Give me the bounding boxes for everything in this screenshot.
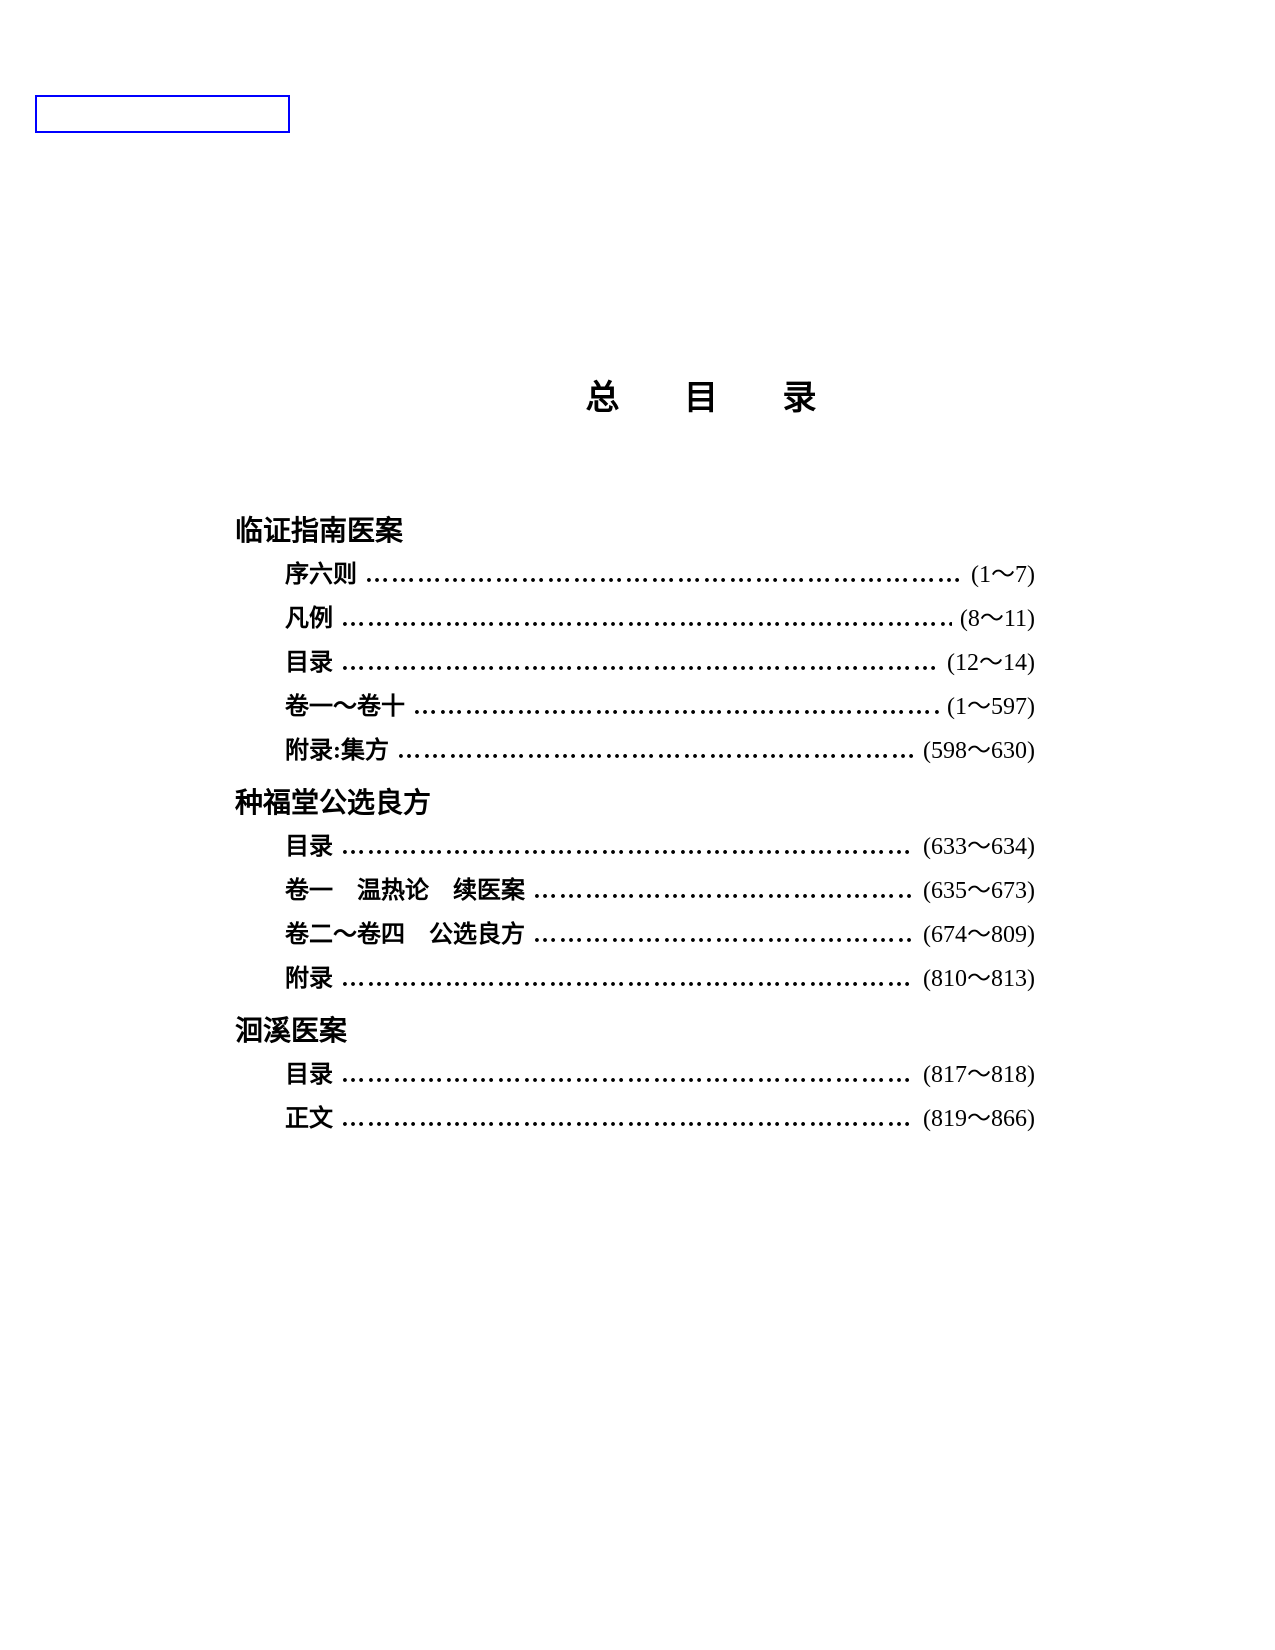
section-title: 种福堂公选良方: [235, 781, 1035, 821]
entry-dots: …………………………………………………………………………: [397, 733, 915, 769]
entry-label: 凡例: [285, 601, 333, 637]
section-title: 临证指南医案: [235, 509, 1035, 549]
toc-content: 总 目 录 临证指南医案 序六则 ………………………………………………………………: [235, 370, 1035, 1145]
entry-dots: …………………………………………………………………………: [341, 961, 915, 997]
entry-pages: (674～809): [923, 917, 1035, 953]
toc-entry: 目录 ………………………………………………………………………… (633～634…: [285, 829, 1035, 865]
toc-entry: 目录 ………………………………………………………………………… (817～818…: [285, 1057, 1035, 1093]
annotation-box: [35, 95, 290, 133]
entry-pages: (819～866): [923, 1101, 1035, 1137]
entry-dots: …………………………………………………………………………: [341, 1057, 915, 1093]
entry-dots: …………………………………………………………………………: [341, 645, 939, 681]
entry-dots: …………………………………………………………………………: [341, 829, 915, 865]
entry-label: 卷一～卷十: [285, 689, 405, 725]
section-3: 洄溪医案 目录 ………………………………………………………………………… (81…: [235, 1009, 1035, 1137]
toc-entry: 正文 ………………………………………………………………………… (819～866…: [285, 1101, 1035, 1137]
toc-entry: 序六则 ………………………………………………………………………… (1～7): [285, 557, 1035, 593]
toc-entry: 附录:集方 ………………………………………………………………………… (598～…: [285, 733, 1035, 769]
entry-pages: (817～818): [923, 1057, 1035, 1093]
entry-label: 正文: [285, 1101, 333, 1137]
section-1: 临证指南医案 序六则 ………………………………………………………………………… …: [235, 509, 1035, 769]
entry-dots: …………………………………………………………………………: [533, 917, 915, 953]
entry-label: 附录:集方: [285, 733, 389, 769]
toc-entry: 附录 ………………………………………………………………………… (810～813…: [285, 961, 1035, 997]
entry-dots: …………………………………………………………………………: [341, 601, 952, 637]
entry-pages: (598～630): [923, 733, 1035, 769]
entry-pages: (633～634): [923, 829, 1035, 865]
entry-pages: (635～673): [923, 873, 1035, 909]
toc-entry: 目录 ………………………………………………………………………… (12～14): [285, 645, 1035, 681]
toc-entry: 卷一 温热论 续医案 ………………………………………………………………………… …: [285, 873, 1035, 909]
entry-label: 目录: [285, 1057, 333, 1093]
entry-pages: (1～7): [971, 557, 1035, 593]
entry-label: 卷一 温热论 续医案: [285, 873, 525, 909]
entry-label: 卷二～卷四 公选良方: [285, 917, 525, 953]
entry-label: 附录: [285, 961, 333, 997]
toc-entry: 卷一～卷十 ………………………………………………………………………… (1～59…: [285, 689, 1035, 725]
page-title: 总 目 录: [395, 370, 1035, 419]
entry-dots: …………………………………………………………………………: [413, 689, 939, 725]
entry-dots: …………………………………………………………………………: [365, 557, 963, 593]
entry-pages: (8～11): [960, 601, 1035, 637]
entry-pages: (810～813): [923, 961, 1035, 997]
entry-dots: …………………………………………………………………………: [341, 1101, 915, 1137]
toc-entry: 凡例 ………………………………………………………………………… (8～11): [285, 601, 1035, 637]
entry-pages: (1～597): [947, 689, 1035, 725]
entry-label: 目录: [285, 829, 333, 865]
toc-entry: 卷二～卷四 公选良方 ………………………………………………………………………… …: [285, 917, 1035, 953]
entry-pages: (12～14): [947, 645, 1035, 681]
entry-label: 序六则: [285, 557, 357, 593]
entry-label: 目录: [285, 645, 333, 681]
section-2: 种福堂公选良方 目录 ………………………………………………………………………… …: [235, 781, 1035, 997]
section-title: 洄溪医案: [235, 1009, 1035, 1049]
entry-dots: …………………………………………………………………………: [533, 873, 915, 909]
